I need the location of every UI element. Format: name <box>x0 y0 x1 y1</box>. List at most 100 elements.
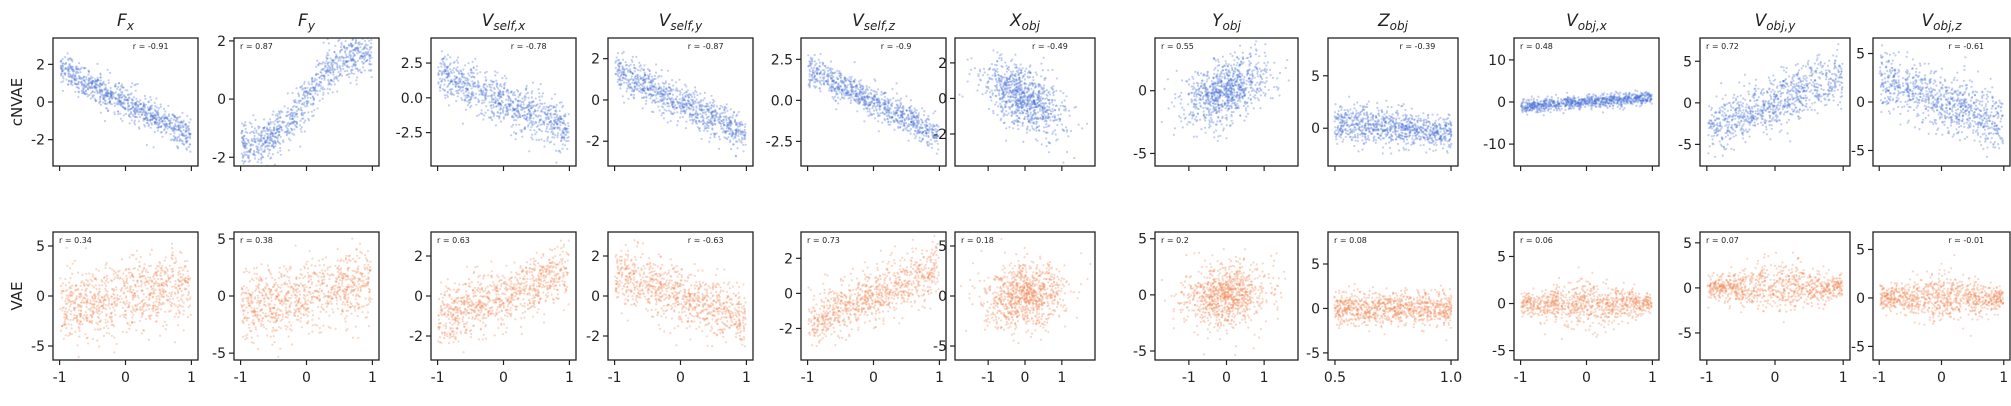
data-point <box>282 313 284 315</box>
data-point <box>272 121 274 123</box>
data-point <box>169 281 171 283</box>
data-point <box>275 282 277 284</box>
data-point <box>327 92 329 94</box>
data-point <box>351 66 353 68</box>
data-point <box>258 152 260 154</box>
data-point <box>122 314 124 316</box>
data-point <box>467 295 469 297</box>
data-point <box>286 326 288 328</box>
data-point <box>131 98 133 100</box>
data-point <box>355 79 357 81</box>
data-point <box>441 74 443 76</box>
data-point <box>358 303 360 305</box>
data-point <box>264 149 266 151</box>
data-point <box>354 61 356 63</box>
data-point <box>291 294 293 296</box>
data-point <box>178 285 180 287</box>
data-point <box>513 119 515 121</box>
data-point <box>262 143 264 145</box>
data-point <box>155 321 157 323</box>
data-point <box>107 110 109 112</box>
data-point <box>512 124 514 126</box>
data-point <box>447 65 449 67</box>
data-point <box>137 295 139 297</box>
data-point <box>78 323 80 325</box>
data-point <box>347 304 349 306</box>
data-point <box>523 293 525 295</box>
data-point <box>128 272 130 274</box>
data-point <box>143 109 145 111</box>
data-point <box>467 104 469 106</box>
data-point <box>527 304 529 306</box>
data-point <box>485 112 487 114</box>
data-point <box>126 277 128 279</box>
data-point <box>97 328 99 330</box>
data-point <box>140 108 142 110</box>
data-point <box>558 298 560 300</box>
data-point <box>361 273 363 275</box>
data-point <box>340 42 342 44</box>
data-point <box>298 297 300 299</box>
data-point <box>361 57 363 59</box>
data-point <box>252 319 254 321</box>
data-point <box>175 313 177 315</box>
data-point <box>291 118 293 120</box>
data-point <box>341 303 343 305</box>
data-point <box>76 315 78 317</box>
data-point <box>556 127 558 129</box>
data-point <box>189 143 191 145</box>
data-point <box>330 274 332 276</box>
data-point <box>323 229 325 231</box>
data-point <box>311 78 313 80</box>
data-point <box>510 100 512 102</box>
data-point <box>561 148 563 150</box>
data-point <box>67 52 69 54</box>
data-point <box>323 276 325 278</box>
data-point <box>149 293 151 295</box>
data-point <box>167 275 169 277</box>
data-point <box>257 314 259 316</box>
data-point <box>169 301 171 303</box>
data-point <box>111 324 113 326</box>
data-point <box>545 118 547 120</box>
data-point <box>122 278 124 280</box>
data-point <box>330 292 332 294</box>
data-point <box>556 104 558 106</box>
data-point <box>63 316 65 318</box>
data-point <box>73 314 75 316</box>
data-point <box>301 89 303 91</box>
data-point <box>171 127 173 129</box>
data-point <box>513 131 515 133</box>
data-point <box>69 305 71 307</box>
data-point <box>84 80 86 82</box>
data-point <box>104 96 106 98</box>
data-point <box>288 280 290 282</box>
data-point <box>263 137 265 139</box>
data-point <box>351 286 353 288</box>
data-point <box>129 122 131 124</box>
data-point <box>260 162 262 164</box>
data-point <box>266 126 268 128</box>
data-point <box>128 302 130 304</box>
data-point <box>65 327 67 329</box>
data-point <box>88 272 90 274</box>
data-point <box>437 72 439 74</box>
data-point <box>115 83 117 85</box>
data-point <box>333 80 335 82</box>
data-point <box>458 72 460 74</box>
data-point <box>271 300 273 302</box>
data-point <box>323 77 325 79</box>
data-point <box>70 74 72 76</box>
data-point <box>288 149 290 151</box>
data-point <box>529 271 531 273</box>
data-point <box>539 99 541 101</box>
data-point <box>346 262 348 264</box>
data-point <box>139 273 141 275</box>
data-point <box>454 282 456 284</box>
data-point <box>110 279 112 281</box>
data-point <box>92 312 94 314</box>
data-point <box>110 295 112 297</box>
data-point <box>158 283 160 285</box>
data-point <box>155 314 157 316</box>
data-point <box>187 275 189 277</box>
